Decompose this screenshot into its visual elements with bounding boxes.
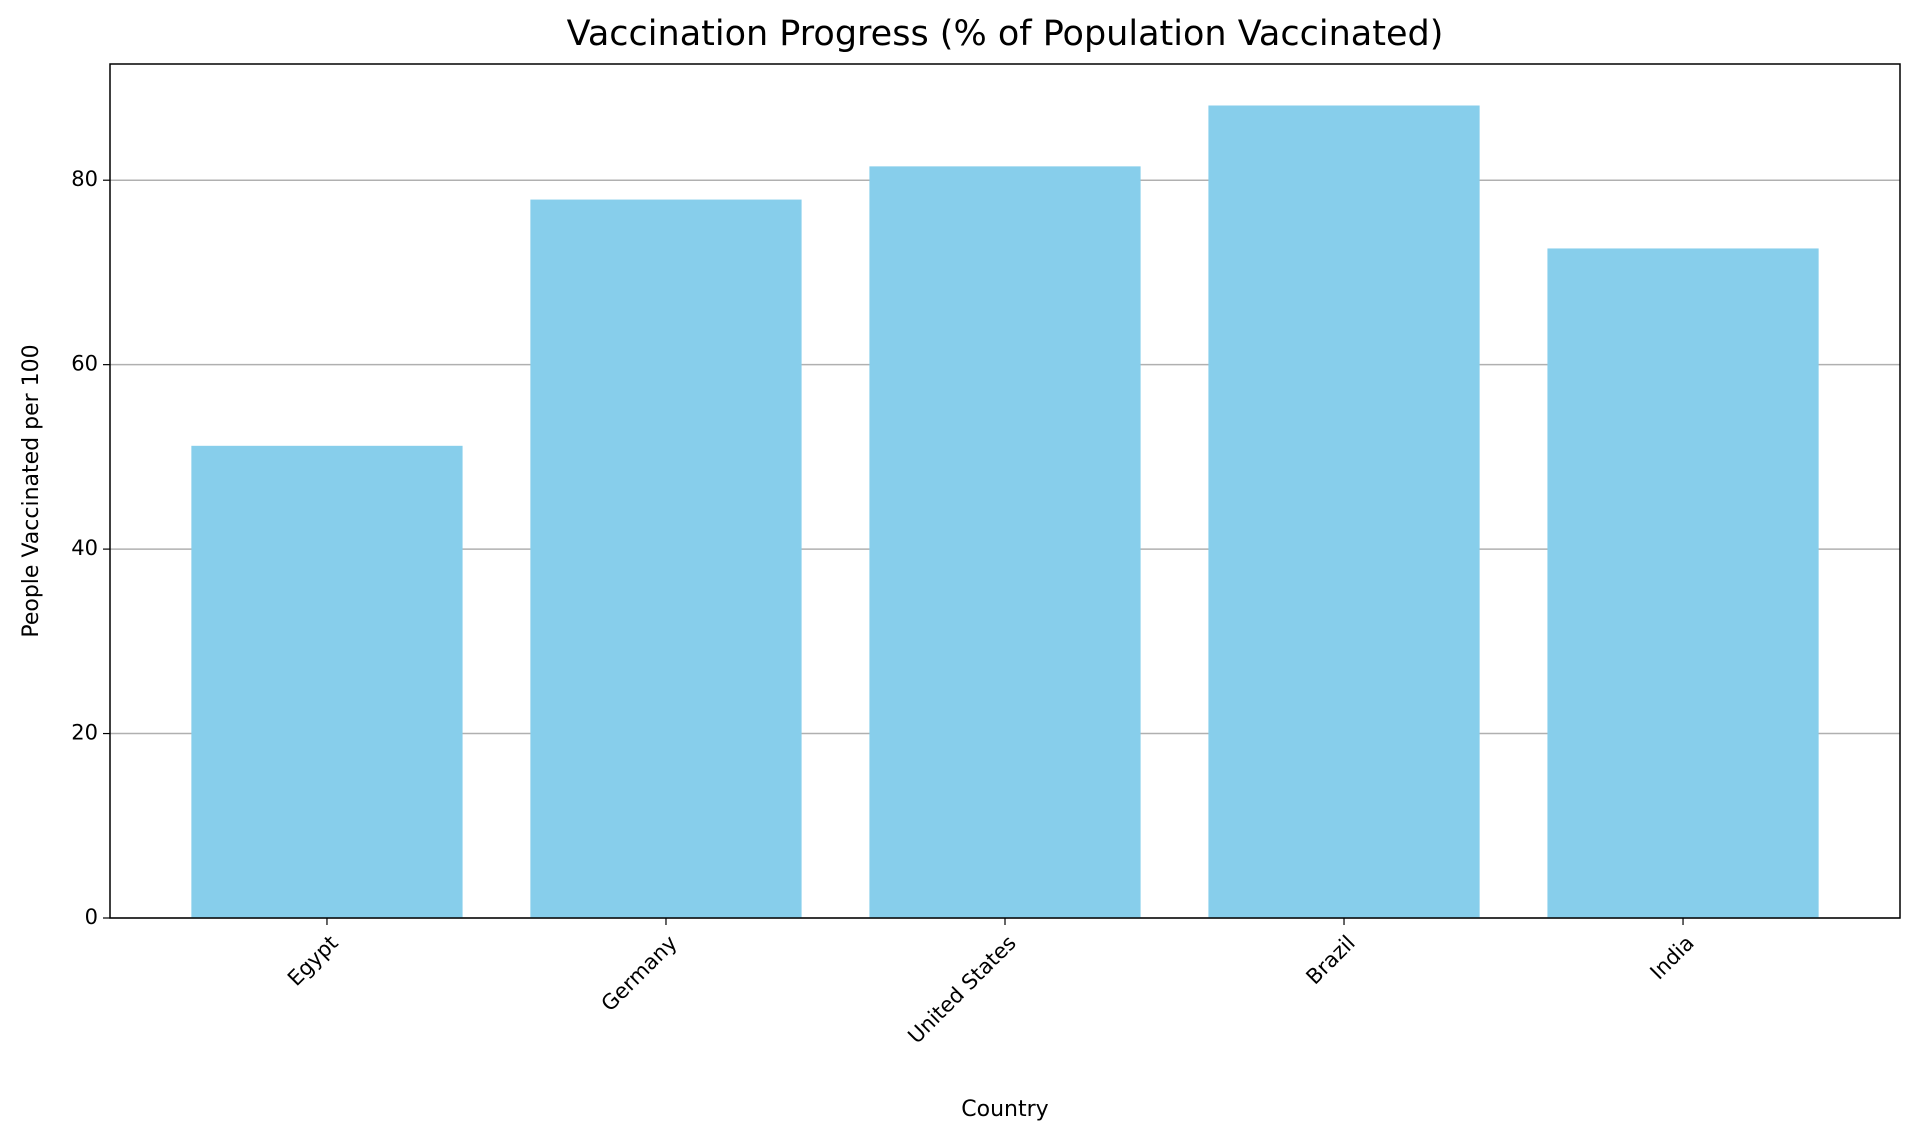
bar [191,445,463,918]
x-axis-label: Country [961,1097,1048,1122]
y-tick-label: 60 [71,352,98,376]
bar [530,199,802,918]
y-tick-label: 80 [71,167,98,191]
x-tick-label: India [1645,931,1698,984]
x-tick-label: Brazil [1301,931,1359,989]
bar [1208,105,1480,918]
x-tick-label: Egypt [283,931,343,991]
x-tick-label: Germany [597,931,682,1016]
bar [1547,248,1819,919]
bar [869,166,1141,918]
chart-title: Vaccination Progress (% of Population Va… [567,14,1444,54]
x-tick-label: United States [903,931,1021,1049]
y-tick-label: 0 [85,905,98,929]
y-tick-label: 20 [71,721,98,745]
y-tick-label: 40 [71,536,98,560]
plot-frame [109,63,1901,919]
y-axis-label: People Vaccinated per 100 [19,344,44,637]
